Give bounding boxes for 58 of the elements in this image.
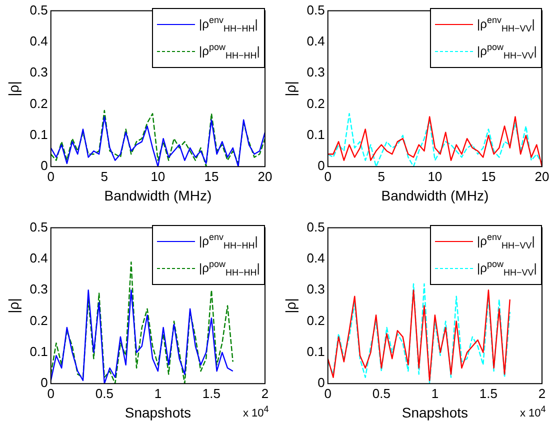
x-tick-label: 5 bbox=[100, 168, 108, 184]
x-tick-label: 10 bbox=[428, 168, 442, 184]
y-axis-title: |ρ| bbox=[5, 298, 22, 314]
text: x 10$^{4}$ bbox=[520, 404, 546, 420]
y-tick-label: 0.5 bbox=[30, 2, 48, 18]
y-tick-label: 0.2 bbox=[30, 96, 48, 111]
y-tick-label: 0.4 bbox=[30, 34, 48, 49]
y-tick-label: 0.2 bbox=[306, 312, 325, 328]
legend-label: |ρ$^{env}$$_{HH−VV}$| bbox=[477, 15, 535, 34]
x-axis-title: Snapshots bbox=[402, 404, 468, 420]
y-tick-label: 0.1 bbox=[30, 127, 48, 142]
y-tick-label: 0.3 bbox=[30, 282, 48, 297]
y-tick-label: 0.1 bbox=[306, 127, 325, 142]
y-tick-label: 0 bbox=[318, 158, 325, 174]
legend-label: |ρ$^{env}$$_{HH−HH}$| bbox=[199, 15, 258, 34]
y-tick-label: 0 bbox=[40, 158, 48, 174]
x-tick-label: 20 bbox=[534, 168, 550, 184]
y-tick-label: 0.5 bbox=[306, 219, 325, 234]
legend-label: |ρ$^{pow}$$_{HH−VV}$| bbox=[477, 42, 537, 60]
y-tick-label: 0.2 bbox=[306, 96, 325, 111]
y-tick-label: 0.3 bbox=[306, 282, 325, 297]
x-tick-label: 15 bbox=[481, 168, 496, 184]
x-tick-label: 2 bbox=[261, 386, 269, 401]
y-tick-label: 0.1 bbox=[30, 344, 48, 360]
legend-label: |ρ$^{pow}$$_{HH−HH}$| bbox=[199, 259, 260, 278]
x-tick-label: 1 bbox=[431, 386, 439, 401]
y-tick-label: 0 bbox=[40, 375, 48, 390]
y-axis-title: |ρ| bbox=[282, 81, 298, 96]
x-tick-label: 0.5 bbox=[95, 386, 114, 401]
x-axis-title: Bandwidth (MHz) bbox=[381, 187, 489, 204]
x-axis-title: Bandwidth (MHz) bbox=[104, 187, 212, 204]
legend-label: |ρ$^{pow}$$_{HH−VV}$| bbox=[477, 259, 537, 278]
x-tick-label: 10 bbox=[150, 168, 166, 184]
y-tick-label: 0.4 bbox=[306, 34, 325, 49]
x-tick-label: 1 bbox=[154, 386, 162, 401]
y-tick-label: 0.4 bbox=[30, 250, 48, 266]
legend-label: |ρ$^{env}$$_{HH−VV}$| bbox=[477, 232, 535, 250]
x-axis-title: Snapshots bbox=[124, 404, 192, 420]
x-tick-label: 2 bbox=[538, 386, 546, 401]
y-tick-label: 0.1 bbox=[306, 344, 325, 360]
y-tick-label: 0.3 bbox=[306, 64, 325, 80]
y-tick-label: 0.3 bbox=[30, 64, 48, 80]
y-tick-label: 0.5 bbox=[306, 2, 325, 18]
y-tick-label: 0 bbox=[318, 375, 325, 390]
y-axis-title: |ρ| bbox=[282, 298, 298, 314]
y-tick-label: 0.5 bbox=[30, 219, 48, 234]
legend-label: |ρ$^{pow}$$_{HH−HH}$| bbox=[199, 42, 260, 60]
y-axis-title: |ρ| bbox=[5, 81, 22, 96]
x-tick-label: 1.5 bbox=[202, 386, 221, 401]
x-tick-label: 5 bbox=[378, 168, 386, 184]
x-tick-label: 15 bbox=[204, 168, 219, 184]
x-tick-label: 20 bbox=[258, 168, 272, 184]
x-tick-label: 1.5 bbox=[479, 386, 498, 401]
y-tick-label: 0.2 bbox=[30, 312, 48, 328]
x-tick-label: 0.5 bbox=[372, 386, 390, 401]
legend-label: |ρ$^{env}$$_{HH−HH}$| bbox=[199, 232, 258, 250]
y-tick-label: 0.4 bbox=[306, 250, 325, 266]
text: x 10$^{4}$ bbox=[243, 404, 269, 420]
